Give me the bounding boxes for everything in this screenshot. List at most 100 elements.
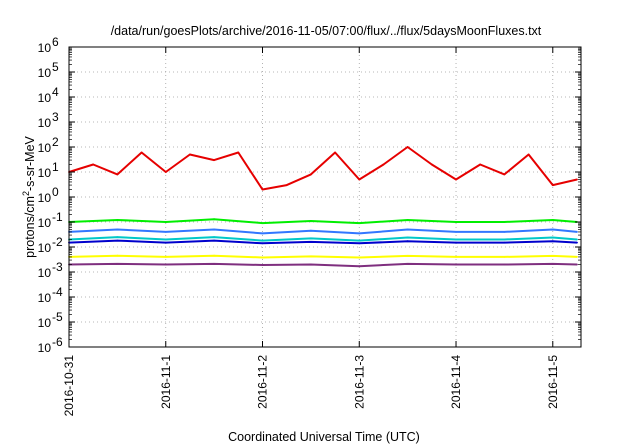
series-5-point: [164, 241, 167, 244]
series-5-point: [116, 239, 119, 242]
series-lines: [68, 146, 578, 268]
x-tick-label: 2016-11-4: [449, 355, 463, 409]
series-4-point: [164, 238, 167, 241]
series-2-point: [310, 220, 312, 222]
series-1-point: [527, 153, 530, 156]
y-tick-label: 10: [38, 166, 52, 180]
series-2-point: [406, 219, 409, 221]
y-tick-label: 10: [38, 191, 52, 205]
y-tick-label: 10: [38, 116, 52, 130]
series-1-point: [140, 151, 143, 154]
series-7-point: [576, 263, 578, 266]
series-1-point: [285, 184, 288, 187]
series-7-point: [455, 263, 457, 266]
series-2-point: [503, 221, 506, 223]
y-tick-exponent: 4: [52, 85, 59, 99]
series-line-2: [68, 218, 578, 225]
series-line-5: [68, 239, 578, 245]
y-tick-label: 10: [38, 66, 52, 80]
series-3-point: [551, 228, 554, 231]
y-tick-exponent: -5: [52, 310, 63, 324]
y-tick-exponent: 2: [52, 135, 59, 149]
series-5-point: [503, 241, 506, 244]
series-4-point: [310, 237, 312, 240]
y-tick-exponent: -4: [52, 285, 63, 299]
series-6-point: [503, 256, 506, 258]
y-tick-label: 10: [38, 41, 52, 55]
series-7-point: [358, 265, 361, 268]
series-2-point: [261, 222, 264, 225]
y-tick-exponent: 5: [52, 60, 59, 74]
x-tick-label: 2016-10-31: [62, 355, 76, 417]
x-tick-label: 2016-11-5: [546, 355, 560, 409]
series-line-7: [68, 262, 578, 268]
y-axis-label: protons/cm2-s-sr-MeV: [21, 135, 37, 257]
y-tick-label: 10: [38, 91, 52, 105]
series-3-point: [358, 232, 361, 235]
y-tick-exponent: -6: [52, 335, 63, 349]
chart-title: /data/run/goesPlots/archive/2016-11-05/0…: [111, 24, 542, 38]
y-tick-label: 10: [38, 316, 52, 330]
series-7-point: [213, 263, 216, 265]
grid: [69, 47, 581, 347]
series-3-point: [261, 232, 264, 235]
series-1-point: [116, 173, 119, 176]
series-3-point: [310, 229, 312, 232]
series-line-3: [68, 228, 578, 235]
x-axis-label: Coordinated Universal Time (UTC): [228, 430, 420, 444]
series-1-point: [237, 151, 240, 154]
series-1-point: [213, 159, 216, 162]
series-1-point: [92, 163, 95, 166]
series-1-point: [382, 163, 385, 166]
series-6-point: [310, 255, 312, 258]
series-5-point: [455, 241, 457, 244]
y-axis-label-superscript: 2: [21, 191, 31, 196]
series-6-point: [116, 254, 119, 257]
series-4-point: [576, 238, 578, 241]
y-axis: 10 -610 -510 -410 -310 -210 -110 010 110 210 310 41…: [38, 35, 581, 355]
series-4-point: [116, 236, 119, 239]
series-1-point: [406, 146, 409, 148]
y-tick-label: 10: [38, 141, 52, 155]
y-tick-label: 10: [38, 266, 52, 280]
series-1-point: [479, 163, 482, 166]
series-5-point: [358, 242, 361, 245]
series-3-point: [213, 228, 216, 231]
series-1-point: [430, 163, 433, 166]
series-6-point: [164, 256, 167, 258]
series-7-point: [164, 263, 167, 266]
series-6-point: [213, 254, 216, 257]
series-5-point: [406, 240, 409, 243]
series-3-point: [576, 231, 578, 233]
y-tick-label: 10: [38, 291, 52, 305]
series-2-point: [551, 219, 554, 221]
series-4-point: [503, 238, 506, 241]
series-4-point: [213, 236, 216, 239]
series-2-point: [358, 222, 361, 225]
series-4-point: [455, 238, 457, 241]
series-3-point: [116, 228, 119, 231]
x-tick-label: 2016-11-2: [256, 355, 270, 409]
y-tick-exponent: 3: [52, 110, 59, 124]
series-4-point: [261, 239, 264, 242]
series-5-point: [310, 241, 312, 243]
series-3-point: [164, 231, 167, 233]
series-1-point: [164, 171, 167, 173]
series-3-point: [503, 231, 506, 233]
series-5-point: [576, 241, 578, 244]
series-7-point: [310, 263, 312, 266]
series-4-point: [358, 239, 361, 242]
y-axis-label-base: protons/cm: [23, 196, 37, 258]
series-7-point: [261, 264, 264, 266]
series-6-point: [406, 255, 409, 257]
y-tick-exponent: -2: [52, 235, 63, 249]
series-line-6: [68, 254, 578, 259]
y-tick-label: 10: [38, 341, 52, 355]
series-7-point: [116, 263, 119, 265]
y-tick-exponent: 6: [52, 35, 59, 49]
series-2-point: [116, 219, 119, 221]
series-2-point: [455, 221, 457, 223]
series-line-4: [68, 236, 578, 242]
series-1-point: [358, 178, 361, 181]
